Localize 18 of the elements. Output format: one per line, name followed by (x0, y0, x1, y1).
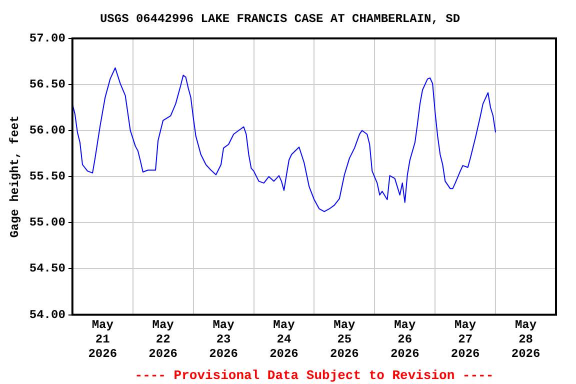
x-tick-label: May 26 2026 (390, 318, 420, 361)
y-tick-label: 56.50 (29, 77, 66, 92)
x-tick-label: May 21 2026 (88, 318, 118, 361)
text: ---- Provisional Data Subject to Revision ---- (134, 368, 494, 383)
chart-title: USGS 06442996 LAKE FRANCIS CASE AT CHAMBERLAIN, SD (100, 12, 460, 26)
x-tick-label: May 25 2026 (330, 318, 359, 361)
x-tick-label: May 24 2026 (270, 318, 298, 361)
y-axis-title: Gage height, feet (8, 115, 22, 238)
y-tick-label: 55.00 (29, 216, 66, 230)
y-tick-label: 56.00 (29, 124, 66, 138)
x-tick-label: May 23 2026 (209, 318, 238, 361)
x-tick-label: May 22 2026 (148, 318, 178, 361)
y-tick-label: 55.50 (29, 170, 66, 184)
y-tick-label: 54.00 (29, 308, 66, 322)
x-tick-label: May 28 2026 (511, 318, 540, 361)
y-tick-label: 57.00 (29, 31, 66, 46)
y-tick-label: 54.50 (29, 262, 66, 276)
x-tick-label: May 27 2026 (450, 318, 480, 361)
